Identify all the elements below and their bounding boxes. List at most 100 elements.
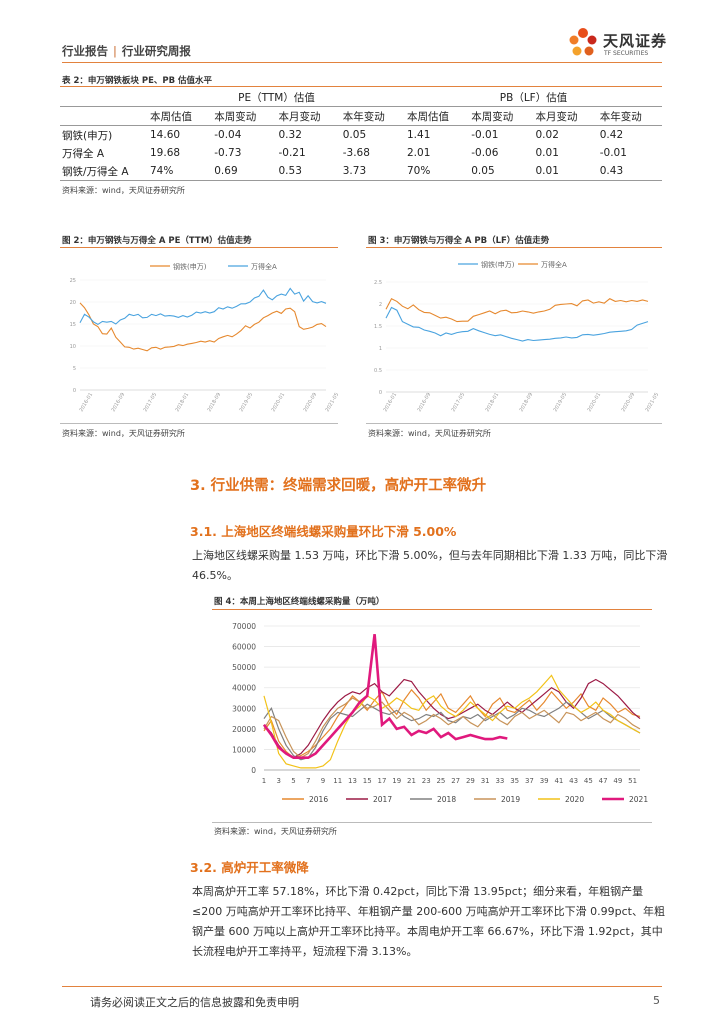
table-cell: 0.42 [599, 129, 624, 141]
fig3-bottom-rule [366, 423, 662, 424]
x-tick-label: 45 [584, 777, 593, 785]
x-tick-label: 2018-01 [485, 392, 501, 413]
table-cell: 0.05 [342, 129, 367, 141]
table-cell: -0.73 [214, 147, 242, 159]
series-line-2017 [263, 678, 641, 759]
x-tick-label: 2018-09 [519, 392, 535, 413]
header-rule [62, 62, 662, 63]
x-tick-label: 21 [407, 777, 416, 785]
fig4-bottom-rule [212, 822, 652, 823]
x-tick-label: 2016-09 [111, 392, 127, 413]
subsection-title-3-1: 3.1. 上海地区终端线螺采购量环比下滑 5.00% [190, 524, 457, 539]
table-cell: 0.53 [278, 165, 302, 177]
table-cell: 19.68 [150, 147, 181, 159]
table-row: 钢铁(申万) 14.60 -0.04 0.32 0.05 1.41 -0.01 … [60, 125, 662, 145]
x-tick-label: 17 [377, 777, 386, 785]
pe-group-header: PE（TTM）估值 [238, 91, 315, 104]
row-label: 万得全 A [62, 147, 105, 160]
y-tick-label: 10 [70, 344, 76, 350]
y-tick-label: 40000 [232, 684, 256, 693]
y-tick-label: 20 [70, 300, 76, 306]
table2-source: 资料来源：wind，天风证券研究所 [62, 186, 185, 195]
header-right: 行业研究周报 [121, 44, 191, 58]
fig2-caption: 图 2：申万钢铁与万得全 A PE（TTM）估值走势 [62, 236, 252, 246]
table2-top-rule [60, 86, 662, 87]
y-tick-label: 20000 [232, 725, 256, 734]
logo-name: 天风证券 [603, 32, 668, 50]
pe-trend-chart: 钢铁(申万) 万得全A 25 20 15 10 5 0 2016-01 2016-09 2… [70, 262, 338, 413]
x-tick-label: 9 [321, 777, 325, 785]
fig3-source: 资料来源：wind，天风证券研究所 [368, 429, 491, 438]
y-tick-label: 0 [73, 388, 76, 394]
tf-logo-icon [569, 28, 597, 56]
footer-disclaimer[interactable]: 请务必阅读正文之后的信息披露和免责申明 [90, 996, 299, 1009]
table-cell: 74% [150, 165, 174, 177]
y-tick-label: 0 [251, 766, 256, 775]
table-cell: 0.43 [599, 165, 624, 177]
table-cell: 3.73 [342, 165, 367, 177]
x-tick-label: 2020-09 [303, 392, 319, 413]
y-tick-label: 0 [379, 390, 382, 396]
pb-trend-chart: 钢铁(申万) 万得全A 2.5 2 1.5 1 0.5 0 2016-01 2016-09… [374, 260, 660, 413]
y-tick-label: 5 [73, 366, 76, 372]
col-header: 本周估值 [150, 110, 192, 123]
x-tick-label: 51 [628, 777, 637, 785]
legend-label-2018: 2018 [437, 795, 456, 804]
y-tick-label: 0.5 [374, 368, 382, 374]
series-line-2020 [263, 674, 641, 769]
table-cell: 0.01 [535, 165, 559, 177]
col-header: 本周变动 [471, 110, 514, 123]
x-tick-label: 2020-01 [271, 392, 287, 413]
x-tick-label: 19 [392, 777, 401, 785]
fig4-caption: 图 4：本周上海地区终端线螺采购量（万吨） [214, 597, 385, 607]
x-tick-label: 3 [277, 777, 281, 785]
section-title: 3. 行业供需：终端需求回暖，高炉开工率微升 [190, 478, 487, 494]
page-number: 5 [653, 994, 660, 1007]
valuation-table: PE（TTM）估值 PB（LF）估值 本周估值 本周变动 本月变动 本年变动 本… [60, 88, 662, 181]
x-tick-label: 25 [436, 777, 445, 785]
x-tick-label: 2017-05 [143, 392, 159, 413]
x-tick-label: 27 [451, 777, 460, 785]
row-label: 钢铁(申万) [62, 129, 113, 142]
row-label: 钢铁/万得全 A [62, 165, 129, 178]
x-tick-label: 47 [599, 777, 608, 785]
series-line-steel-pe [79, 302, 327, 352]
x-tick-label: 1 [262, 777, 266, 785]
x-tick-label: 2016-01 [79, 392, 95, 413]
y-tick-label: 50000 [232, 663, 256, 672]
y-tick-label: 60000 [232, 643, 256, 652]
legend-label-steel: 钢铁(申万) [173, 262, 207, 271]
legend-label-2020: 2020 [565, 795, 584, 804]
x-tick-label: 37 [525, 777, 534, 785]
y-tick-label: 30000 [232, 704, 256, 713]
x-tick-label: 23 [422, 777, 431, 785]
fig3-caption: 图 3：申万钢铁与万得全 A PB（LF）估值走势 [368, 236, 550, 246]
x-tick-label: 43 [569, 777, 578, 785]
table-row: 钢铁/万得全 A 74% 0.69 0.53 3.73 70% 0.05 0.0… [60, 162, 662, 181]
table-cell: -0.01 [471, 129, 499, 141]
col-header: 本月变动 [278, 110, 321, 123]
x-tick-label: 2021-05 [325, 392, 338, 413]
pb-group-header: PB（LF）估值 [499, 91, 568, 104]
table-cell: -3.68 [342, 147, 370, 159]
col-header: 本年变动 [599, 110, 642, 123]
y-tick-label: 25 [70, 278, 76, 284]
table-cell: 0.02 [535, 129, 559, 141]
y-tick-label: 15 [70, 322, 76, 328]
paragraph-3-1: 上海地区线螺采购量 1.53 万吨，环比下滑 5.00%，但与去年同期相比下滑 … [192, 549, 668, 582]
header-separator: | [113, 44, 117, 58]
x-tick-label: 2017-05 [451, 392, 467, 413]
x-tick-label: 29 [466, 777, 475, 785]
x-tick-label: 41 [554, 777, 563, 785]
col-header: 本周变动 [214, 110, 257, 123]
legend-label-wind: 万得全A [251, 262, 277, 271]
x-tick-label: 13 [348, 777, 357, 785]
y-tick-label: 2.5 [374, 280, 382, 286]
series-line-steel-pb [385, 297, 649, 323]
footer-rule [62, 986, 662, 987]
logo-en-name: TF SECURITIES [604, 50, 649, 57]
y-tick-label: 70000 [232, 622, 256, 631]
table-cell: -0.06 [471, 147, 499, 159]
series-line-2016 [263, 688, 641, 759]
table-cell: 1.41 [407, 129, 431, 141]
